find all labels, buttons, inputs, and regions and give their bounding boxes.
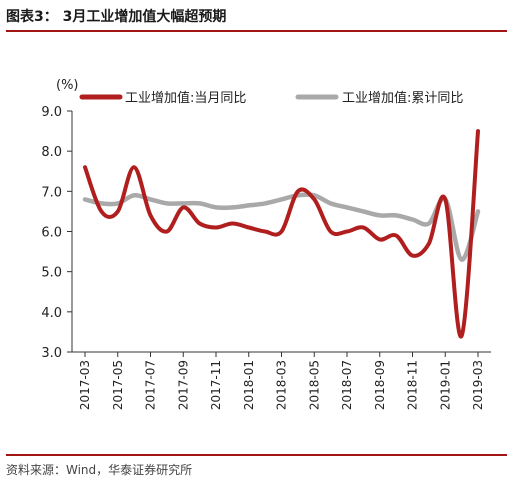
series-line-monthly	[83, 129, 480, 339]
y-tick-label: 5.0	[41, 266, 62, 281]
y-tick-label: 4.0	[41, 306, 62, 321]
y-unit-label: (%)	[56, 78, 79, 93]
source-note: 资料来源：Wind，华泰证券研究所	[6, 463, 193, 477]
legend-label-monthly: 工业增加值:当月同比	[125, 90, 246, 106]
series-line-cumulative	[82, 192, 481, 262]
x-tick-label: 2018-09	[373, 360, 387, 410]
x-tick-label: 2017-07	[144, 360, 158, 410]
title-divider	[6, 30, 507, 32]
y-tick-label: 6.0	[41, 226, 62, 241]
legend-label-cumulative: 工业增加值:累计同比	[342, 90, 463, 106]
x-tick-label: 2019-03	[471, 360, 485, 410]
x-tick-label: 2018-01	[242, 360, 256, 410]
x-tick-label: 2018-07	[340, 360, 354, 410]
y-tick-label: 8.0	[41, 145, 62, 160]
x-tick-label: 2017-05	[111, 360, 125, 410]
line-chart: 9.0 8.0 7.0 6.0 5.0 4.0 3.0 (%) 2017-03 2017-05 20…	[41, 78, 491, 410]
y-tick-label: 3.0	[41, 346, 62, 361]
x-tick-label: 2017-11	[209, 360, 223, 410]
x-tick-label: 2018-11	[406, 360, 420, 410]
chart-title: 图表3： 3月工业增加值大幅超预期	[6, 9, 227, 25]
x-tick-label: 2018-05	[307, 360, 321, 410]
y-tick-label: 9.0	[41, 105, 62, 120]
x-tick-label: 2017-03	[78, 360, 92, 410]
y-tick-label: 7.0	[41, 185, 62, 200]
x-tick-label: 2017-09	[176, 360, 190, 410]
x-tick-label: 2018-03	[275, 360, 289, 410]
x-tick-label: 2019-01	[438, 360, 452, 410]
source-divider	[6, 454, 507, 456]
